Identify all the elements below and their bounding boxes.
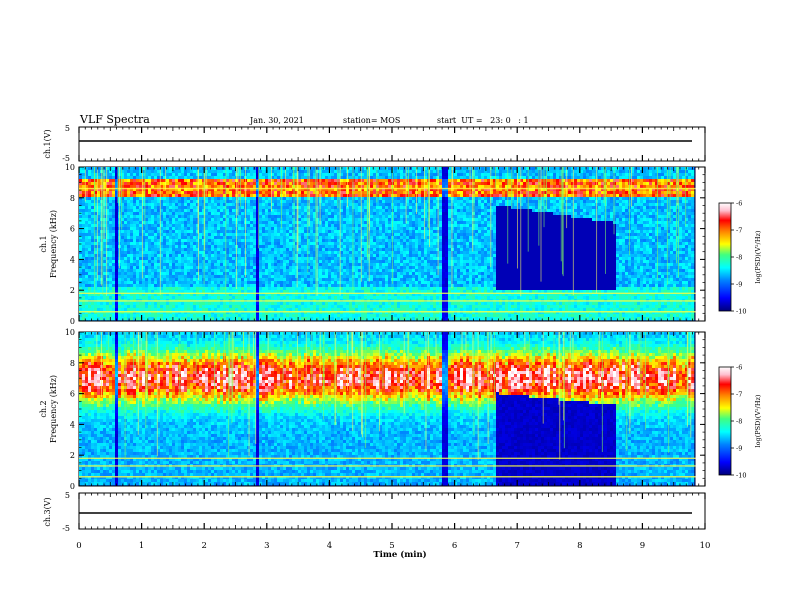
- x-axis-tick-labels: 0 1 2 3 4 5 6 7 8 9 10: [76, 541, 710, 551]
- date-label: Jan. 30, 2021: [249, 116, 304, 125]
- y-tick-label: 10: [65, 163, 75, 172]
- colorbar-tick-label: -6: [736, 200, 742, 208]
- ch1-ytick-5: 5: [65, 124, 70, 133]
- station-label: station= MOS: [343, 116, 400, 125]
- ch1-colorbar-label: log(PSD)(V²/Hz): [754, 230, 762, 283]
- ch1-spec-ylabel-channel: ch.1: [39, 235, 48, 252]
- x-axis-label: Time (min): [373, 549, 426, 560]
- colorbar-tick-label: -10: [736, 472, 746, 480]
- ch2-colorbar: -6 -7 -8 -9 -10 log(PSD)(V²/Hz): [718, 364, 762, 480]
- colorbar-tick-label: -8: [736, 254, 742, 262]
- x-tick-label: 6: [452, 541, 457, 551]
- x-tick-label: 10: [700, 541, 711, 551]
- x-tick-label: 7: [514, 541, 519, 551]
- ch1-ytick-neg5: -5: [62, 154, 70, 163]
- x-tick-label: 0: [76, 541, 81, 551]
- y-tick-label: 2: [70, 451, 75, 460]
- x-tick-label: 1: [139, 541, 144, 551]
- colorbar-tick-label: -9: [736, 445, 742, 453]
- y-tick-label: 4: [70, 255, 75, 264]
- x-tick-label: 5: [389, 541, 394, 551]
- colorbar-tick-label: -7: [736, 391, 742, 399]
- colorbar-tick-label: -8: [736, 418, 742, 426]
- ch1-spectrogram-panel: 0 2 4 6 8 10 ch.1 Frequency (kHz): [39, 163, 706, 326]
- colorbar-tick-label: -10: [736, 308, 746, 316]
- y-tick-label: 0: [70, 482, 75, 491]
- ch1-waveform-panel: 5 -5 ch.1(V): [43, 124, 706, 163]
- ch2-spectrogram-image: [79, 332, 704, 486]
- y-tick-label: 4: [70, 420, 75, 429]
- ch2-spec-ylabel-frequency: Frequency (kHz): [49, 375, 58, 443]
- figure-title: VLF Spectra: [79, 113, 150, 126]
- ch1-spec-ylabel-frequency: Frequency (kHz): [49, 210, 58, 278]
- ch1-colorbar: -6 -7 -8 -9 -10 log(PSD)(V²/Hz): [718, 200, 762, 316]
- colorbar-tick-label: -9: [736, 281, 742, 289]
- start-time-label: start UT = 23: 0 : 1: [437, 116, 529, 125]
- ch2-spec-ylabel-channel: ch.2: [39, 400, 48, 417]
- y-tick-label: 10: [65, 328, 75, 337]
- ch2-colorbar-label: log(PSD)(V²/Hz): [754, 394, 762, 447]
- x-tick-label: 9: [640, 541, 645, 551]
- ch3-waveform-ylabel: ch.3(V): [43, 497, 52, 526]
- ch3-ytick-neg5: -5: [62, 524, 70, 533]
- y-tick-label: 8: [70, 359, 75, 368]
- ch3-waveform-panel: 5 -5 ch.3(V): [43, 491, 706, 533]
- y-tick-label: 6: [70, 390, 75, 399]
- y-tick-label: 2: [70, 286, 75, 295]
- ch3-ytick-5: 5: [65, 491, 70, 500]
- ch2-spectrogram-panel: 0 2 4 6 8 10 ch.2 Frequency (kHz): [39, 328, 706, 491]
- spectrogram-empty-region: [695, 168, 704, 320]
- colorbar-tick-label: -7: [736, 227, 742, 235]
- y-tick-label: 6: [70, 225, 75, 234]
- ch1-waveform-ylabel: ch.1(V): [43, 129, 52, 158]
- y-tick-label: 0: [70, 317, 75, 326]
- spectrogram-empty-region: [695, 333, 704, 485]
- x-tick-label: 4: [327, 541, 332, 551]
- colorbar-tick-label: -6: [736, 364, 742, 372]
- x-tick-label: 8: [577, 541, 582, 551]
- x-tick-label: 3: [264, 541, 269, 551]
- ch1-spectrogram-image: [79, 167, 704, 321]
- y-tick-label: 8: [70, 194, 75, 203]
- x-tick-label: 2: [201, 541, 206, 551]
